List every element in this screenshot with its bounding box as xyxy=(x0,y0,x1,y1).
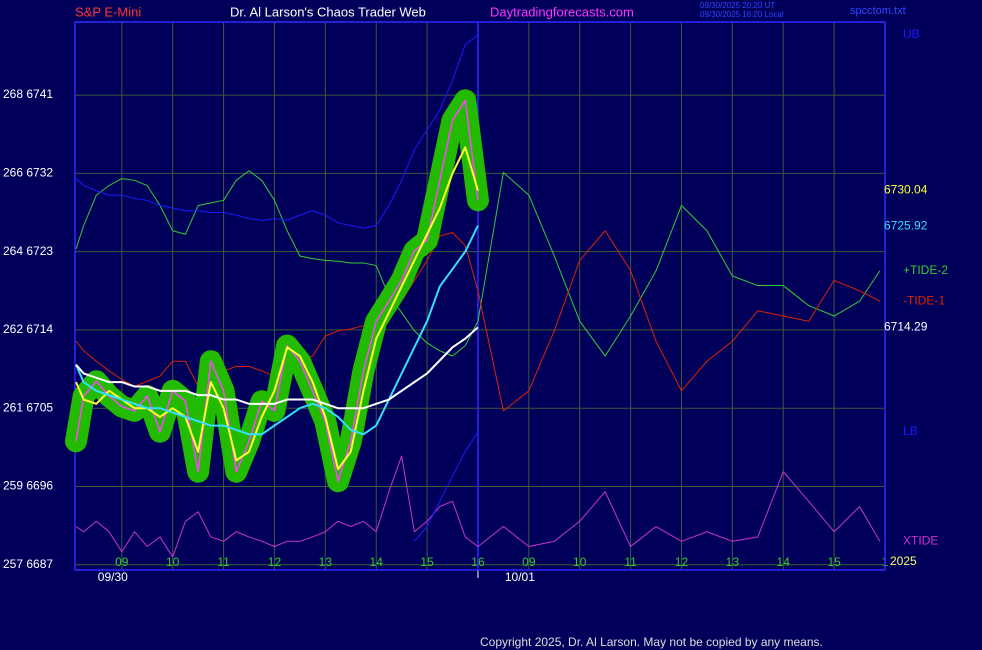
y-tick-label: 262 6714 xyxy=(3,322,53,336)
timestamp: 09/30/2025 16:20 Local xyxy=(700,10,784,19)
y-tick-label: 268 6741 xyxy=(3,87,53,101)
series-line xyxy=(413,431,479,542)
year-label: 2025 xyxy=(890,554,917,568)
series-name: UB xyxy=(903,27,920,41)
plot-frame xyxy=(74,21,886,571)
date-label: 10/01 xyxy=(505,570,535,584)
y-tick-label: 259 6696 xyxy=(3,479,53,493)
series-name: LB xyxy=(903,424,918,438)
date-label: 09/30 xyxy=(98,570,128,584)
file-name: spcctom.txt xyxy=(850,5,906,17)
copyright: Copyright 2025, Dr. Al Larson. May not b… xyxy=(480,635,823,649)
chart-title: Dr. Al Larson's Chaos Trader Web xyxy=(230,4,426,19)
timestamp: 09/30/2025 20:20 UT xyxy=(700,1,775,10)
end-value: 6725.92 xyxy=(884,218,928,232)
end-value: 6730.04 xyxy=(884,183,928,197)
series-line xyxy=(75,326,479,410)
y-tick-label: 261 6705 xyxy=(3,400,53,414)
site: Daytradingforecasts.com xyxy=(490,4,634,19)
end-value: 6714.29 xyxy=(884,320,928,334)
series-name: -TIDE-1 xyxy=(903,293,945,307)
series-line xyxy=(75,146,479,471)
y-tick-label: 266 6732 xyxy=(3,166,53,180)
series-name: +TIDE-2 xyxy=(903,263,948,277)
y-tick-label: 264 6723 xyxy=(3,244,53,258)
series-line xyxy=(75,225,479,436)
series-name: XTIDE xyxy=(903,533,938,547)
series-line xyxy=(75,455,881,558)
series-line xyxy=(75,170,881,357)
symbol: S&P E-Mini xyxy=(75,4,141,19)
series-line xyxy=(75,34,479,229)
y-tick-label: 257 6687 xyxy=(3,557,53,571)
